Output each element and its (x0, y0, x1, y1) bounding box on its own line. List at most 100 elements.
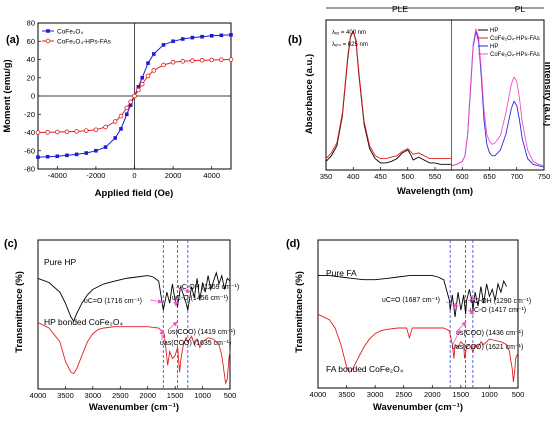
panel-a-series-1-point (161, 43, 166, 47)
panel-c-reference-lines (162, 240, 189, 389)
panel-b-lambda-ex: λₑₓ = 400 nm (332, 30, 366, 36)
panel-a-ytick-label: -20 (24, 110, 35, 119)
panel-c-xtick-label: 500 (224, 391, 237, 400)
panel-a-series-2-point (128, 99, 133, 105)
panel-a-xtick-label: 2000 (165, 171, 182, 180)
panel-d-ylabel: Transmittance (%) (294, 271, 305, 353)
panel-c-ann-co: υC=O (1716 cm⁻¹) (84, 298, 142, 305)
panel-a-series-2-point (35, 130, 41, 135)
panel-d-xtick-label: 1000 (481, 390, 498, 399)
panel-d-letter: (d) (286, 238, 300, 250)
panel-a-ylabel: Moment (emu/g) (2, 59, 13, 132)
panel-a-series-2-point (151, 68, 157, 73)
panel-d-ann-coh: υC-OH (1290 cm⁻¹) (470, 298, 531, 305)
panel-c-series-line-1 (37, 271, 231, 323)
panel-a-series-1-point (55, 154, 60, 159)
panel-a-series-1-point (136, 85, 141, 89)
panel-b-series-line-2 (325, 30, 452, 160)
panel-a-series-1-point (124, 112, 129, 117)
panel-d-label-pure-fa: Pure FA (326, 268, 357, 278)
panel-c-label-pure-hp: Pure HP (44, 257, 76, 267)
panel-a-legend-marker-1 (46, 29, 50, 33)
panel-a-series-2-point (199, 57, 205, 63)
panel-b-lambda-em: λₑₘ = 625 nm (332, 42, 368, 48)
panel-a-series-2-point (136, 87, 141, 93)
panel-a-xtick-label: 4000 (203, 171, 220, 180)
panel-a-legend-label-2: CoFe₂O₄-HPs-FAs (57, 38, 112, 45)
panel-a-series-2-point (118, 113, 124, 119)
panel-a-series-2-point (74, 129, 79, 134)
panel-c-annotation-arrows (149, 286, 191, 340)
panel-b-legend-label-4: CoFe₂O₄-HPs-FAs (490, 52, 540, 58)
panel-b-ylabel-right: Intensity (a.u.) (542, 62, 550, 126)
panel-b-region-ple: PLE (392, 4, 408, 14)
panel-a-xlabel: Applied field (Oe) (95, 188, 174, 199)
panel-a-series-2-point (93, 127, 99, 133)
panel-d-series-line-1 (318, 275, 507, 318)
panel-a-series-1-point (140, 75, 145, 80)
panel-d-ann-c-o: υC-O (1417 cm⁻¹) (470, 307, 526, 314)
panel-c-label-hp-bonded: HP bonded CoFe₂O₄ (44, 317, 123, 327)
panel-d-series (317, 275, 519, 382)
panel-a-series-2-point (145, 73, 151, 79)
panel-a-xtick-label: 0 (132, 171, 136, 180)
panel-b-series-line-4 (451, 28, 545, 167)
panel-d-ann-coo-as: υas(COO) (1621 cm⁻¹) (452, 344, 523, 351)
panel-c-xtick-label: 3500 (57, 391, 74, 400)
panel-b-letter: (b) (288, 34, 302, 46)
panel-d-xtick-label: 500 (512, 390, 525, 399)
panel-d-xtick-label: 4000 (310, 390, 327, 399)
panel-d-xlabel: Wavenumber (cm⁻¹) (373, 402, 463, 413)
panel-b-legend-label-3: HP (490, 44, 498, 50)
panel-b-xtick-label: 550 (429, 172, 442, 181)
panel-a-series-2-point (83, 128, 89, 133)
panel-a-series-2-point (180, 59, 186, 64)
panel-b-legend: HP CoFe₂O₄-HPs-FAs HP CoFe₂O₄-HPs-FAs (478, 28, 540, 58)
panel-b-xtick-label: 500 (401, 172, 414, 181)
panel-b-xtick-label: 400 (347, 172, 360, 181)
panel-c-xtick-label: 2500 (112, 391, 129, 400)
panel-a-series-1-point (180, 37, 185, 41)
panel-a-ytick-label: -40 (24, 128, 35, 137)
panel-a-series-1-point (113, 136, 117, 140)
panel-a-series-1-point (146, 61, 150, 65)
panel-a-series-2-point (112, 119, 118, 124)
panel-d: (d) 4000 3500 3000 2500 2000 1500 1000 500 Pure… (286, 238, 531, 413)
panel-d-xtick-label: 1500 (453, 390, 470, 399)
panel-a-ytick-label: 0 (31, 92, 35, 101)
panel-c-series-line-2 (37, 322, 231, 385)
panel-a-series-1-point (103, 145, 108, 149)
panel-a-series-2-point (209, 57, 215, 63)
panel-a-series-2-point (64, 129, 70, 135)
panel-c-series (37, 271, 231, 385)
panel-c-ann-coh: υC-OH (1269 cm⁻¹) (178, 284, 239, 291)
panel-d-series-line-2 (317, 313, 519, 382)
panel-c-ylabel: Transmittance (%) (14, 271, 25, 353)
panel-a-series-1-point (65, 153, 69, 158)
panel-a-legend-label-1: CoFe₂O₄ (57, 28, 83, 35)
panel-b-xlabel: Wavelength (nm) (397, 186, 473, 197)
panel-a-series-1-point (119, 127, 123, 131)
panel-c-xtick-label: 4000 (30, 391, 47, 400)
panel-b-series (325, 28, 545, 168)
panel-a-series-2-point (161, 62, 166, 68)
panel-b-ticks: 350 400 450 500 550 600 650 700 750 (320, 167, 550, 181)
panel-c-xtick-label: 3000 (85, 391, 102, 400)
panel-c-xtick-label: 1000 (194, 391, 211, 400)
panel-b-xtick-label: 450 (374, 172, 387, 181)
panel-a-series-1-point (229, 33, 233, 37)
panel-a-series-1-point (74, 152, 79, 157)
panel-a-ytick-label: 20 (27, 73, 35, 82)
panel-c-xtick-label: 2000 (139, 391, 156, 400)
panel-a-series-2-point (54, 129, 60, 135)
panel-c-xtick-label: 1500 (167, 391, 184, 400)
panel-a-ytick-label: 80 (27, 19, 35, 28)
panel-d-xtick-label: 2500 (395, 390, 412, 399)
panel-d-xtick-label: 3000 (367, 390, 384, 399)
panel-a-series-1-point (128, 103, 133, 107)
panel-a-series-1-point (219, 33, 224, 38)
panel-a-series-1-point (45, 154, 50, 159)
panel-c-ann-coo-as: υas(COO) (1635 cm⁻¹) (160, 340, 231, 347)
panel-b-xtick-label: 650 (483, 172, 496, 181)
